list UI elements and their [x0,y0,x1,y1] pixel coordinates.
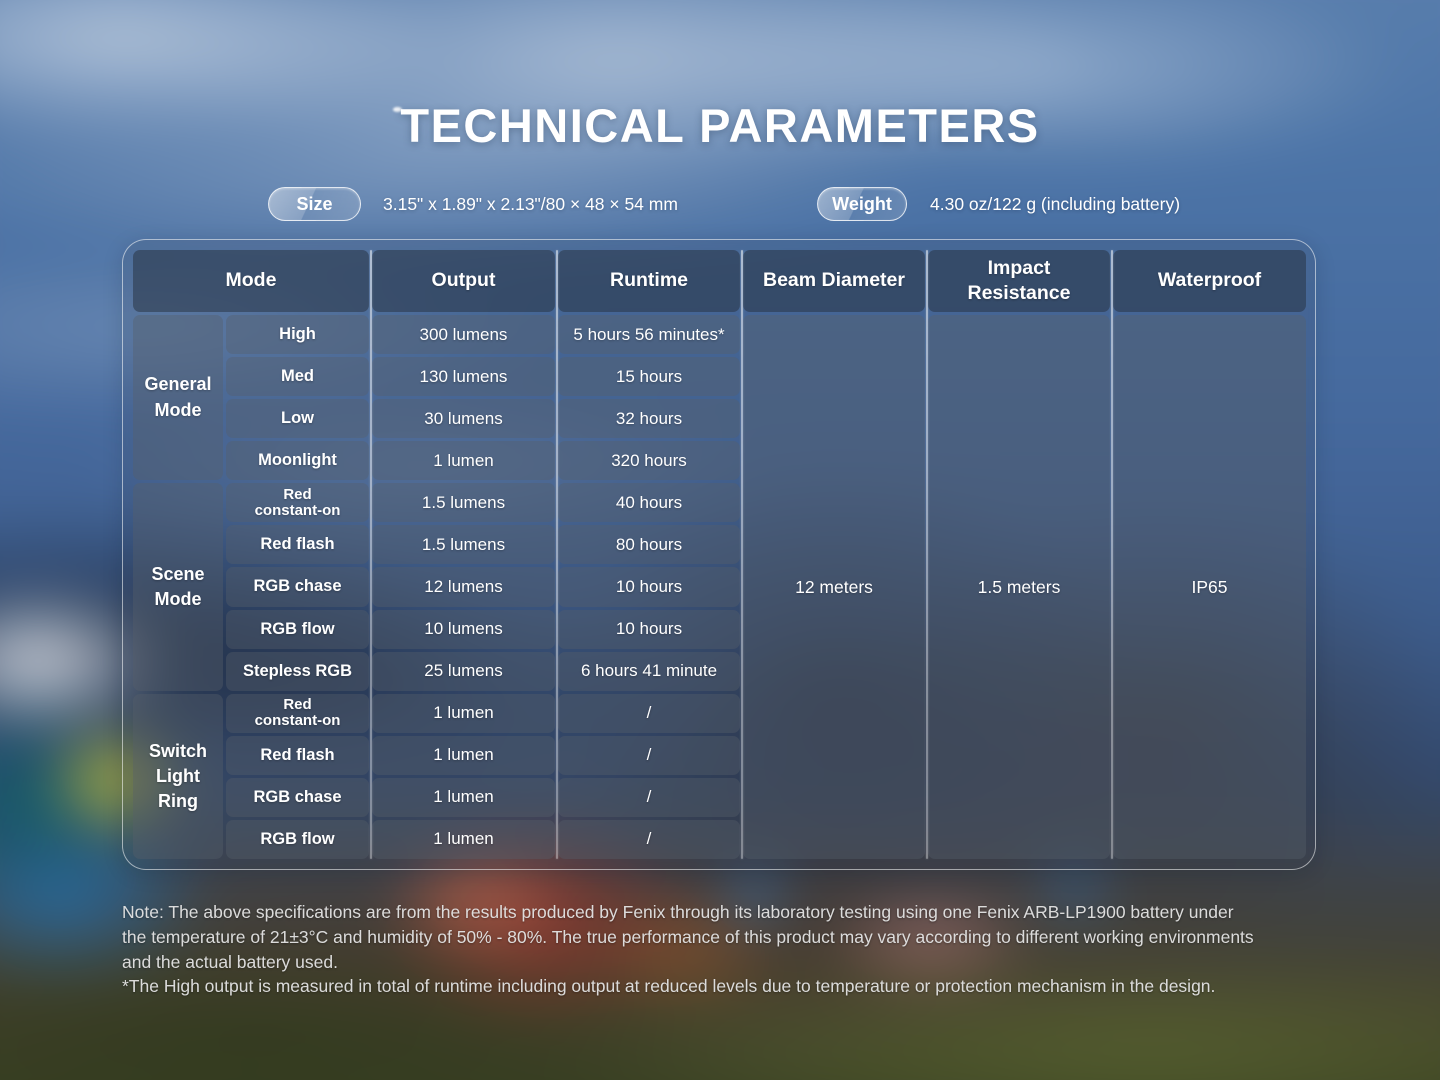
column-divider [741,250,743,859]
group-cell-general-mode: General Mode [133,315,223,481]
mode-cell: High [226,315,369,355]
output-cell: 30 lumens [372,399,555,439]
output-cell: 1.5 lumens [372,483,555,523]
runtime-cell: / [558,693,740,733]
weight-badge: Weight [817,187,907,221]
output-cell: 12 lumens [372,567,555,607]
runtime-cell: 32 hours [558,399,740,439]
runtime-cell: / [558,819,740,859]
spec-table: Mode Output Runtime Beam Diameter Impact… [122,239,1316,870]
mode-cell: Red flash [226,735,369,775]
weight-value: 4.30 oz/122 g (including battery) [930,194,1181,214]
group-cell-switch-light-ring: Switch Light Ring [133,693,223,859]
mode-cell: Low [226,399,369,439]
column-divider [926,250,928,859]
size-badge-label: Size [296,193,333,214]
output-cell: 1 lumen [372,693,555,733]
output-cell: 10 lumens [372,609,555,649]
runtime-cell: 10 hours [558,609,740,649]
mode-cell: Red constant-on [226,483,369,523]
mode-cell: RGB chase [226,567,369,607]
header-impact-resistance: Impact Resistance [928,250,1110,312]
output-cell: 1 lumen [372,441,555,481]
size-value: 3.15" x 1.89" x 2.13"/80 × 48 × 54 mm [383,194,678,214]
waterproof-cell: IP65 [1113,315,1306,859]
beam-diameter-cell: 12 meters [743,315,925,859]
output-cell: 130 lumens [372,357,555,397]
note-line: the temperature of 21±3°C and humidity o… [122,926,1254,947]
column-divider [1111,250,1113,859]
mode-cell: Stepless RGB [226,651,369,691]
mode-cell: Red constant-on [226,693,369,733]
header-output: Output [372,250,555,312]
note-text: Note: The above specifications are from … [122,900,1382,999]
group-cell-scene-mode: Scene Mode [133,483,223,691]
mode-cell: RGB flow [226,819,369,859]
runtime-cell: / [558,735,740,775]
mode-cell: Med [226,357,369,397]
runtime-cell: 6 hours 41 minute [558,651,740,691]
runtime-cell: 15 hours [558,357,740,397]
note-line: and the actual battery used. [122,951,338,972]
header-mode: Mode [133,250,369,312]
runtime-cell: 80 hours [558,525,740,565]
cloud-speck [393,107,402,112]
column-divider [556,250,558,859]
size-badge: Size [268,187,361,221]
output-cell: 300 lumens [372,315,555,355]
page-title: TECHNICAL PARAMETERS [400,99,1040,152]
footnote-text: *The High output is measured in total of… [122,976,1216,997]
output-cell: 1 lumen [372,735,555,775]
runtime-cell: / [558,777,740,817]
runtime-cell: 40 hours [558,483,740,523]
runtime-cell: 320 hours [558,441,740,481]
note-line: Note: The above specifications are from … [122,902,1234,922]
output-cell: 25 lumens [372,651,555,691]
spec-table-grid: Mode Output Runtime Beam Diameter Impact… [133,250,1306,859]
runtime-cell: 10 hours [558,567,740,607]
header-waterproof: Waterproof [1113,250,1306,312]
mode-cell: Moonlight [226,441,369,481]
header-beam-diameter: Beam Diameter [743,250,925,312]
output-cell: 1.5 lumens [372,525,555,565]
mode-cell: RGB chase [226,777,369,817]
runtime-cell: 5 hours 56 minutes* [558,315,740,355]
column-divider [370,250,372,859]
mode-cell: Red flash [226,525,369,565]
weight-badge-label: Weight [832,193,892,214]
impact-resistance-cell: 1.5 meters [928,315,1110,859]
output-cell: 1 lumen [372,777,555,817]
header-runtime: Runtime [558,250,740,312]
mode-cell: RGB flow [226,609,369,649]
output-cell: 1 lumen [372,819,555,859]
